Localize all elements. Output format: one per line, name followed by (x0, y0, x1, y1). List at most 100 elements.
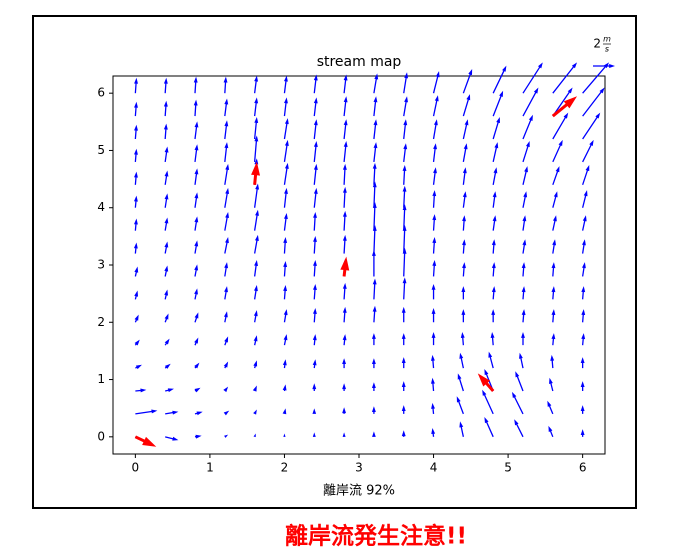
arrow (194, 288, 198, 300)
arrow (224, 211, 230, 231)
arrow (312, 334, 317, 346)
arrow (430, 354, 435, 369)
arrow (522, 141, 530, 163)
arrow (313, 163, 318, 185)
arrow (373, 142, 378, 162)
arrow (313, 283, 317, 300)
arrow (253, 409, 257, 415)
arrow (312, 307, 317, 323)
arrow (313, 74, 318, 94)
arrow (552, 87, 573, 117)
arrow (373, 119, 378, 140)
x-tick-label: 1 (206, 461, 214, 475)
arrow (582, 62, 610, 94)
arrow (522, 239, 527, 254)
arrow (582, 87, 605, 117)
arrow (432, 214, 437, 231)
arrow (134, 339, 140, 346)
x-tick-label: 5 (504, 461, 512, 475)
arrow (163, 123, 168, 140)
arrow (514, 419, 524, 438)
arrow (551, 286, 556, 300)
arrow (462, 68, 473, 94)
arrow (224, 434, 229, 438)
arrow (522, 114, 533, 140)
arrow (312, 432, 316, 437)
key-unit-denominator: s (605, 45, 609, 54)
arrow (133, 242, 138, 254)
arrow (402, 165, 407, 185)
arrow (432, 95, 439, 117)
arrow (164, 289, 169, 300)
arrow (403, 96, 408, 117)
arrow (456, 396, 464, 415)
arrow (488, 351, 494, 369)
arrow (401, 430, 406, 437)
arrow (492, 142, 499, 163)
arrow (283, 213, 288, 231)
x-tick-label: 4 (430, 461, 438, 475)
arrow (224, 262, 229, 277)
arrow (342, 234, 347, 254)
arrow (163, 100, 168, 117)
arrow (283, 433, 286, 437)
arrow (194, 264, 199, 277)
arrow (283, 334, 288, 346)
arrow (371, 250, 376, 277)
arrow (253, 117, 259, 140)
arrow (515, 371, 524, 392)
arrow (461, 286, 466, 300)
arrow (194, 192, 199, 208)
arrow (164, 146, 169, 162)
arrow (224, 336, 229, 346)
arrow (134, 77, 138, 94)
arrow (432, 190, 437, 208)
arrow (431, 428, 436, 437)
arrow (135, 364, 142, 370)
arrow (342, 282, 347, 300)
arrow (491, 309, 496, 323)
arrow (552, 215, 557, 231)
arrow (253, 285, 258, 300)
arrow (582, 215, 587, 231)
arrow (194, 312, 199, 323)
x-tick-label: 3 (355, 461, 363, 475)
arrow (372, 431, 376, 437)
arrow (313, 259, 317, 277)
arrow (548, 425, 554, 438)
arrow (484, 417, 494, 438)
arrow (462, 143, 468, 163)
arrow (401, 306, 406, 323)
arrow (165, 388, 174, 393)
arrow (253, 335, 258, 346)
arrow (342, 186, 347, 208)
arrow (223, 361, 229, 369)
arrow (164, 193, 169, 208)
arrow (165, 410, 179, 415)
arrow (550, 354, 555, 369)
arrow (253, 183, 260, 208)
arrow (372, 202, 377, 231)
arrow (491, 262, 496, 277)
arrow (282, 384, 287, 392)
highlight-arrow (551, 96, 578, 118)
arrow (402, 224, 407, 254)
arrow (371, 333, 376, 346)
arrow (253, 135, 259, 162)
arrow (163, 77, 168, 94)
arrow (581, 262, 586, 277)
arrow (432, 71, 440, 94)
arrow (482, 389, 494, 415)
arrow (223, 410, 230, 416)
arrow (283, 237, 288, 254)
arrow (253, 75, 259, 94)
arrow (342, 210, 347, 231)
arrow (402, 247, 407, 277)
arrow (194, 144, 199, 162)
arrow (462, 215, 466, 231)
arrow (224, 163, 230, 185)
arrow (135, 388, 147, 393)
arrow (343, 119, 348, 140)
arrow (551, 333, 556, 346)
